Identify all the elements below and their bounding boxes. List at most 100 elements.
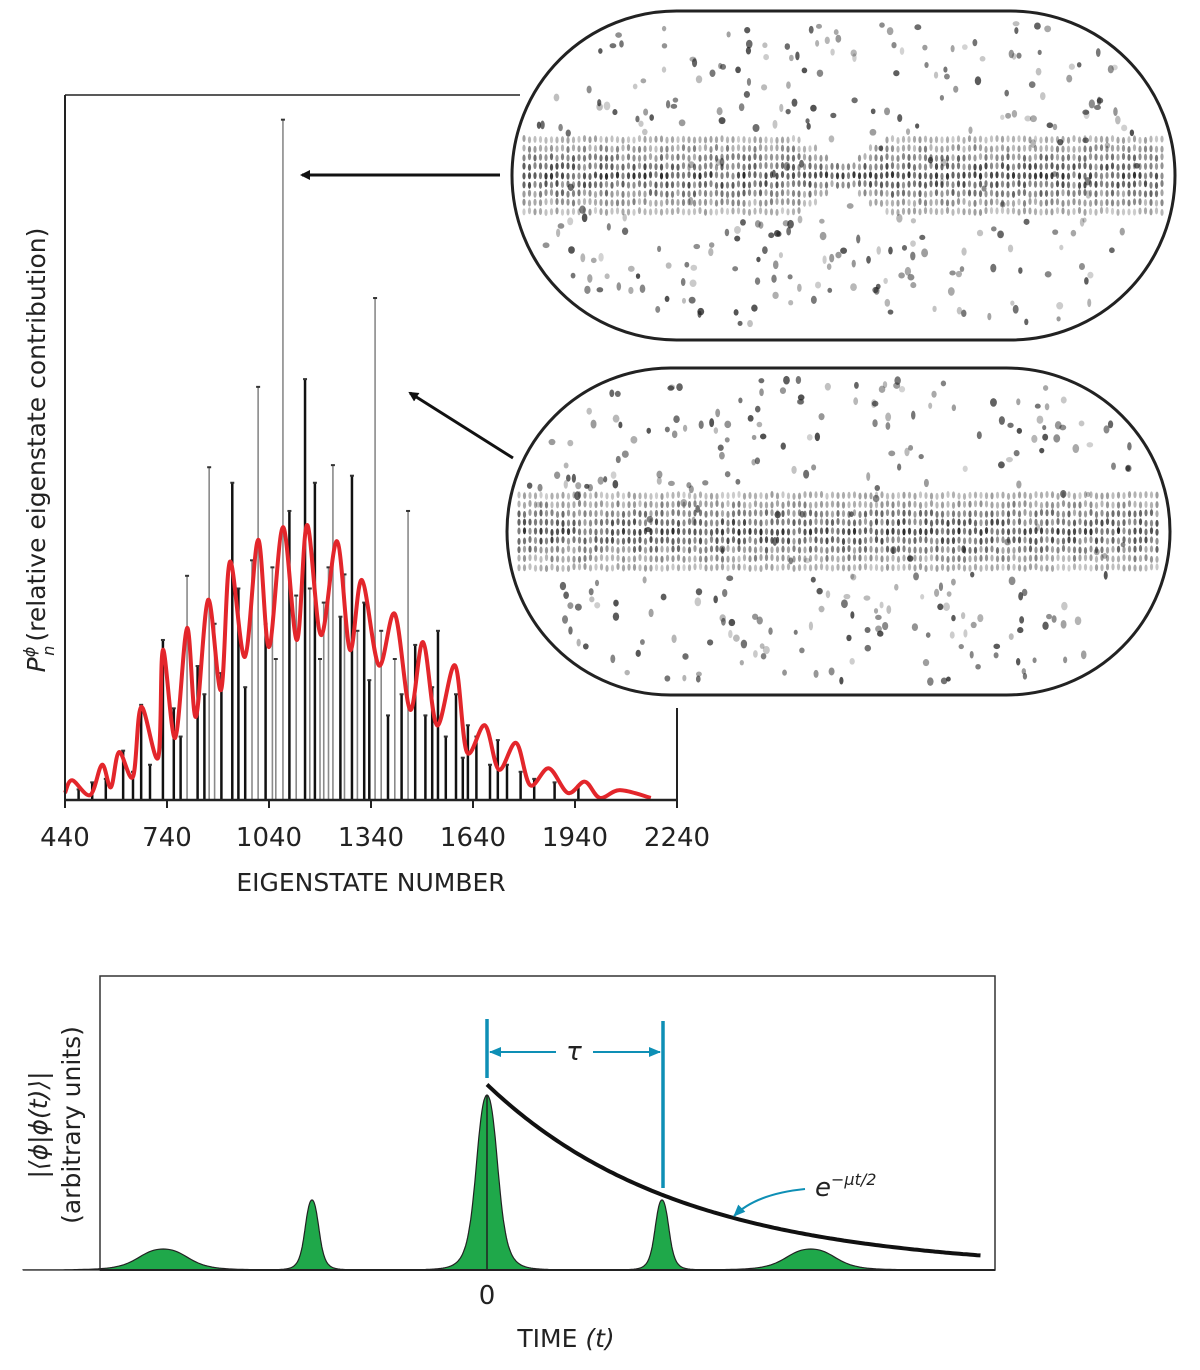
wave-spot — [643, 537, 648, 545]
wave-spot — [1072, 536, 1077, 544]
wave-spot — [1138, 207, 1142, 215]
wave-spot — [797, 190, 801, 198]
wave-spot — [671, 491, 675, 499]
wave-spot — [751, 434, 757, 441]
wave-spot — [698, 144, 702, 152]
wave-spot — [880, 501, 884, 509]
wave-spot — [720, 207, 724, 215]
wave-spot — [533, 545, 538, 553]
wave-spot — [1061, 601, 1068, 611]
wave-spot — [907, 180, 911, 188]
wave-spot — [1149, 491, 1154, 499]
wave-spot — [764, 528, 769, 536]
wave-spot — [1022, 199, 1027, 207]
wave-spot — [610, 519, 615, 527]
wave-spot — [1050, 554, 1055, 562]
wave-spot — [577, 509, 582, 517]
wave-spot — [885, 207, 889, 215]
wave-spot — [726, 527, 730, 535]
wave-spot — [1034, 500, 1038, 508]
wave-spot — [813, 189, 818, 197]
wave-spot — [940, 380, 947, 387]
wave-spot — [719, 451, 725, 460]
wave-spot — [527, 207, 532, 215]
wave-spot — [561, 491, 565, 499]
wave-spot — [868, 199, 873, 207]
wave-spot — [621, 199, 625, 207]
wave-spot — [561, 501, 565, 509]
wave-spot — [1084, 177, 1091, 186]
wave-spot — [1094, 163, 1098, 171]
wave-spot — [665, 554, 670, 562]
wave-spot — [973, 171, 977, 179]
wave-spot — [686, 482, 692, 489]
wave-spot — [753, 554, 758, 562]
wave-spot — [973, 199, 977, 207]
wave-spot — [731, 501, 736, 509]
wave-spot — [1094, 527, 1099, 535]
wave-spot — [756, 421, 763, 428]
wave-spot — [1039, 136, 1043, 144]
wave-spot — [752, 613, 759, 620]
wave-spot — [1007, 422, 1014, 428]
wave-spot — [1033, 162, 1038, 170]
wave-spot — [555, 564, 560, 572]
wave-spot — [1028, 537, 1033, 545]
wave-spot — [989, 207, 994, 215]
wave-spot — [808, 528, 813, 536]
wave-spot — [819, 527, 824, 535]
wave-spot — [1028, 81, 1036, 88]
wave-spot — [759, 388, 764, 397]
wave-spot — [1088, 189, 1093, 197]
wave-spot — [780, 144, 785, 152]
wave-spot — [870, 108, 876, 115]
wave-spot — [1100, 546, 1104, 554]
wave-spot — [858, 492, 862, 500]
wave-spot — [808, 518, 813, 526]
overlap-label-line2: (arbitrary units) — [57, 1026, 86, 1224]
wave-spot — [945, 180, 950, 188]
wave-spot — [587, 483, 593, 492]
wave-spot — [819, 518, 824, 526]
wave-spot — [709, 501, 714, 509]
wave-spot — [1023, 218, 1030, 225]
wave-spot — [654, 537, 659, 545]
wave-spot — [962, 492, 967, 500]
wave-spot — [1042, 385, 1049, 391]
wave-spot — [989, 198, 994, 206]
wave-spot — [571, 163, 576, 171]
wave-spot — [775, 564, 780, 572]
wave-spot — [1116, 491, 1121, 499]
wave-spot — [793, 629, 798, 635]
wave-spot — [970, 571, 975, 578]
wave-spot — [770, 501, 774, 509]
wave-spot — [1012, 536, 1016, 544]
wave-spot — [632, 208, 636, 216]
wave-spot — [717, 444, 724, 451]
wave-spot — [1111, 536, 1115, 544]
wave-spot — [522, 518, 527, 526]
wave-spot — [1089, 545, 1093, 553]
time-axis-label: TIME (t) — [516, 1324, 614, 1353]
wave-spot — [1028, 518, 1033, 526]
wave-spot — [640, 78, 647, 84]
wave-spot — [1012, 527, 1016, 535]
wave-spot — [978, 135, 983, 143]
wave-spot — [963, 629, 968, 638]
wave-spot — [550, 563, 554, 571]
wave-spot — [873, 608, 879, 614]
wave-spot — [1061, 189, 1065, 197]
wave-spot — [764, 509, 769, 517]
wave-spot — [819, 555, 824, 563]
wave-spot — [621, 190, 625, 198]
wave-spot — [665, 153, 669, 161]
wave-spot — [869, 536, 873, 544]
wave-spot — [886, 27, 894, 36]
wave-spot — [604, 136, 609, 144]
wave-spot — [825, 510, 829, 518]
wave-spot — [643, 154, 647, 162]
wave-spot — [1023, 545, 1027, 553]
wave-spot — [792, 528, 796, 536]
wave-spot — [1083, 510, 1088, 518]
wave-spot — [808, 491, 813, 499]
